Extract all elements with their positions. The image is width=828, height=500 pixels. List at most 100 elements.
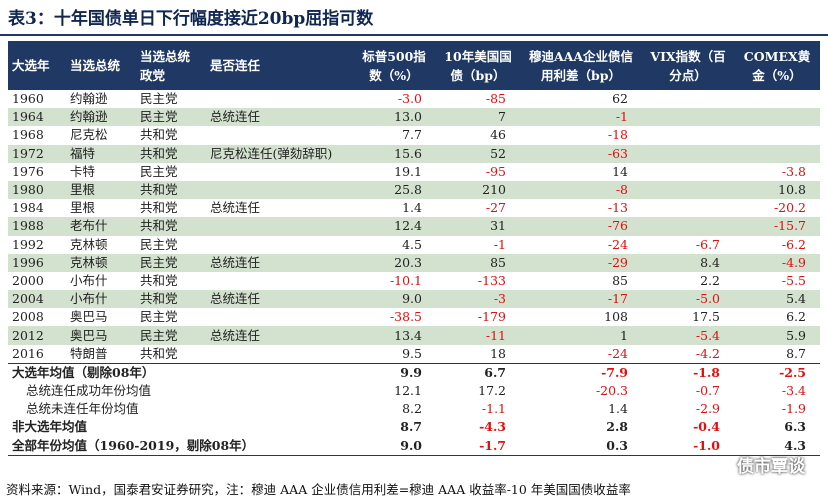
table-cell: -5.0 [642,290,734,309]
col-header: 大选年 [8,41,66,90]
table-cell: -13 [607,200,628,216]
table-cell: 25.8 [352,180,436,200]
summary-value: -0.4 [693,419,720,435]
table-cell: 85 [612,272,628,288]
table-cell: -8 [520,180,642,200]
table-cell: 共和党 [140,272,178,288]
summary-value: -4.3 [479,419,506,435]
table-cell: -3.0 [397,91,422,107]
table-cell: -1 [493,236,506,252]
table-cell: 2012 [8,326,66,345]
summary-value: -20.3 [595,383,628,399]
summary-value: -7.9 [520,362,642,382]
table-row: 2000 小布什 共和党 -10.1 -133 85 2.2 -5.5 [8,272,820,290]
summary-value: 1.4 [608,401,628,417]
table-cell [206,217,352,236]
source-note: 资料来源：Wind，国泰君安证券研究，注：穆迪 AAA 企业债信用利差=穆迪 A… [6,482,631,497]
col-header: 穆迪AAA企业债信用利差（bp） [520,41,642,90]
table-cell: 13.0 [352,108,436,127]
table-row: 2004 小布什 共和党 总统连任 9.0 -3 -17 -5.0 5.4 [8,290,820,309]
col-header: VIX指数（百分点） [642,41,734,90]
table-cell: -6.2 [781,236,806,252]
summary-row: 总统连任成功年份均值 12.1 17.2 -20.3 -0.7 -3.4 [8,382,820,400]
table-cell: -95 [485,163,506,179]
table-cell: 老布什 [66,217,136,236]
table-row: 2016 特朗普 共和党 9.5 18 -24 -4.2 8.7 [8,345,820,364]
table-cell: -4.2 [695,345,720,361]
table-cell [642,163,734,181]
table-row: 1988 老布什 共和党 12.4 31 -76 -15.7 [8,217,820,236]
summary-value: 17.2 [478,383,506,399]
table-cell: -1 [520,108,642,127]
summary-label: 总统未连任年份均值 [26,401,139,417]
col-header: 标普500指数（%） [352,41,436,90]
summary-label: 大选年均值（剔除08年） [8,362,352,382]
table-cell: -18 [607,127,628,143]
table-cell: 1992 [12,236,44,252]
watermark: 债市覃谈 [713,452,805,477]
table-row: 1960 约翰逊 民主党 -3.0 -85 62 [8,90,820,108]
table-cell: 1968 [12,127,44,143]
table-cell: 民主党 [140,309,178,325]
table-cell [206,126,352,144]
table-row: 1984 里根 共和党 总统连任 1.4 -27 -13 -20.2 [8,199,820,217]
table-cell: 1 [520,326,642,345]
table-cell: 约翰逊 [70,91,108,107]
table-cell: 里根 [66,180,136,200]
summary-value: -1.1 [481,401,506,417]
summary-value: 6.7 [436,362,520,382]
summary-value: -1.0 [642,436,734,456]
summary-row: 大选年均值（剔除08年） 9.9 6.7 -7.9 -1.8 -2.5 [8,362,820,382]
table-cell: -29 [520,253,642,272]
summary-label: 非大选年均值 [12,419,88,435]
election-market-table: 大选年 当选总统 当选总统政党 是否连任 标普500指数（%） 10年美国国债（… [8,41,820,456]
table-cell [734,90,820,108]
table-cell: 7.7 [402,127,422,143]
summary-value: 12.1 [394,383,422,399]
table-cell: 8.4 [642,253,734,272]
table-cell: 共和党 [140,345,178,361]
table-cell: 尼克松 [70,127,108,143]
table-cell: 共和党 [136,144,206,163]
table-cell: 克林顿 [66,253,136,272]
table-cell: 19.1 [394,163,422,179]
table-cell: 民主党 [140,163,178,179]
table-row: 2008 奥巴马 民主党 -38.5 -179 108 17.5 6.2 [8,308,820,326]
table-cell: 共和党 [136,180,206,200]
table-cell: 2004 [8,290,66,309]
col-header: 10年美国国债（bp） [436,41,520,90]
table-cell: 小布什 [70,272,108,288]
table-cell: 5.9 [734,326,820,345]
table-cell: 2016 [12,345,44,361]
table-cell: 9.5 [402,345,422,361]
table-cell: 1996 [8,253,66,272]
title-divider [0,34,828,36]
table-cell: -27 [485,200,506,216]
table-cell: 尼克松连任(弹劾辞职) [206,144,352,163]
table-cell: -11 [436,326,520,345]
summary-row: 总统未连任年份均值 8.2 -1.1 1.4 -2.9 -1.9 [8,400,820,418]
summary-label: 总统连任成功年份均值 [26,383,152,399]
table-cell: -5.5 [781,272,806,288]
table-cell: 民主党 [136,326,206,345]
table-cell: 民主党 [136,108,206,127]
table-cell [642,180,734,200]
table-cell: -6.7 [695,236,720,252]
table-cell: 108 [604,309,628,325]
summary-row: 全部年份均值（1960-2019，剔除08年） 9.0 -1.7 0.3 -1.0 4.3 [8,436,820,456]
table-row: 1964 约翰逊 民主党 总统连任 13.0 7 -1 [8,108,820,127]
table-cell: -24 [607,236,628,252]
table-cell: 5.4 [734,290,820,309]
table-cell: 12.4 [352,217,436,236]
summary-value: 6.3 [784,419,806,435]
table-cell: 10.8 [734,180,820,200]
table-cell: 4.5 [402,236,422,252]
table-cell: -133 [477,272,506,288]
table-cell: 2.2 [700,272,720,288]
summary-value: -2.5 [734,362,820,382]
table-cell: 7 [436,108,520,127]
summary-value: -3.4 [781,383,806,399]
table-cell [642,217,734,236]
table-row: 2012 奥巴马 民主党 总统连任 13.4 -11 1 -5.4 5.9 [8,326,820,345]
summary-value: 4.3 [734,436,820,456]
